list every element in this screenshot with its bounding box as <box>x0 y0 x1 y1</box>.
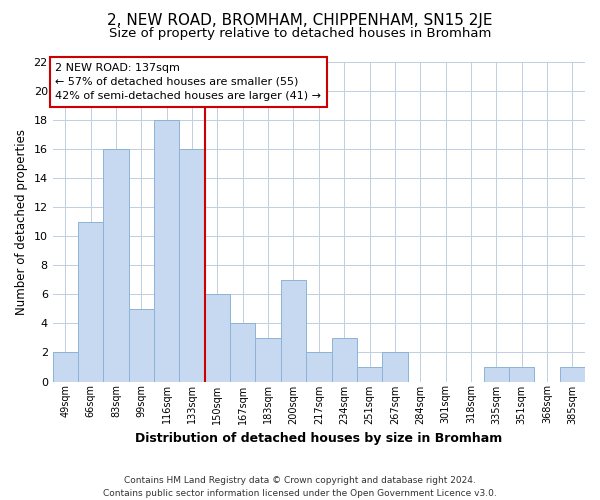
Bar <box>357 367 382 382</box>
Bar <box>53 352 78 382</box>
Bar <box>78 222 103 382</box>
Bar <box>560 367 585 382</box>
Text: 2 NEW ROAD: 137sqm
← 57% of detached houses are smaller (55)
42% of semi-detache: 2 NEW ROAD: 137sqm ← 57% of detached hou… <box>55 63 321 101</box>
Bar <box>382 352 407 382</box>
Text: Contains HM Land Registry data © Crown copyright and database right 2024.
Contai: Contains HM Land Registry data © Crown c… <box>103 476 497 498</box>
Bar <box>332 338 357 382</box>
Bar <box>509 367 535 382</box>
Bar <box>154 120 179 382</box>
Text: Size of property relative to detached houses in Bromham: Size of property relative to detached ho… <box>109 28 491 40</box>
Bar <box>484 367 509 382</box>
Bar <box>256 338 281 382</box>
Bar <box>306 352 332 382</box>
Bar <box>281 280 306 382</box>
Bar <box>129 309 154 382</box>
Bar <box>179 149 205 382</box>
Y-axis label: Number of detached properties: Number of detached properties <box>15 128 28 314</box>
Text: 2, NEW ROAD, BROMHAM, CHIPPENHAM, SN15 2JE: 2, NEW ROAD, BROMHAM, CHIPPENHAM, SN15 2… <box>107 12 493 28</box>
X-axis label: Distribution of detached houses by size in Bromham: Distribution of detached houses by size … <box>135 432 502 445</box>
Bar <box>230 324 256 382</box>
Bar <box>103 149 129 382</box>
Bar <box>205 294 230 382</box>
